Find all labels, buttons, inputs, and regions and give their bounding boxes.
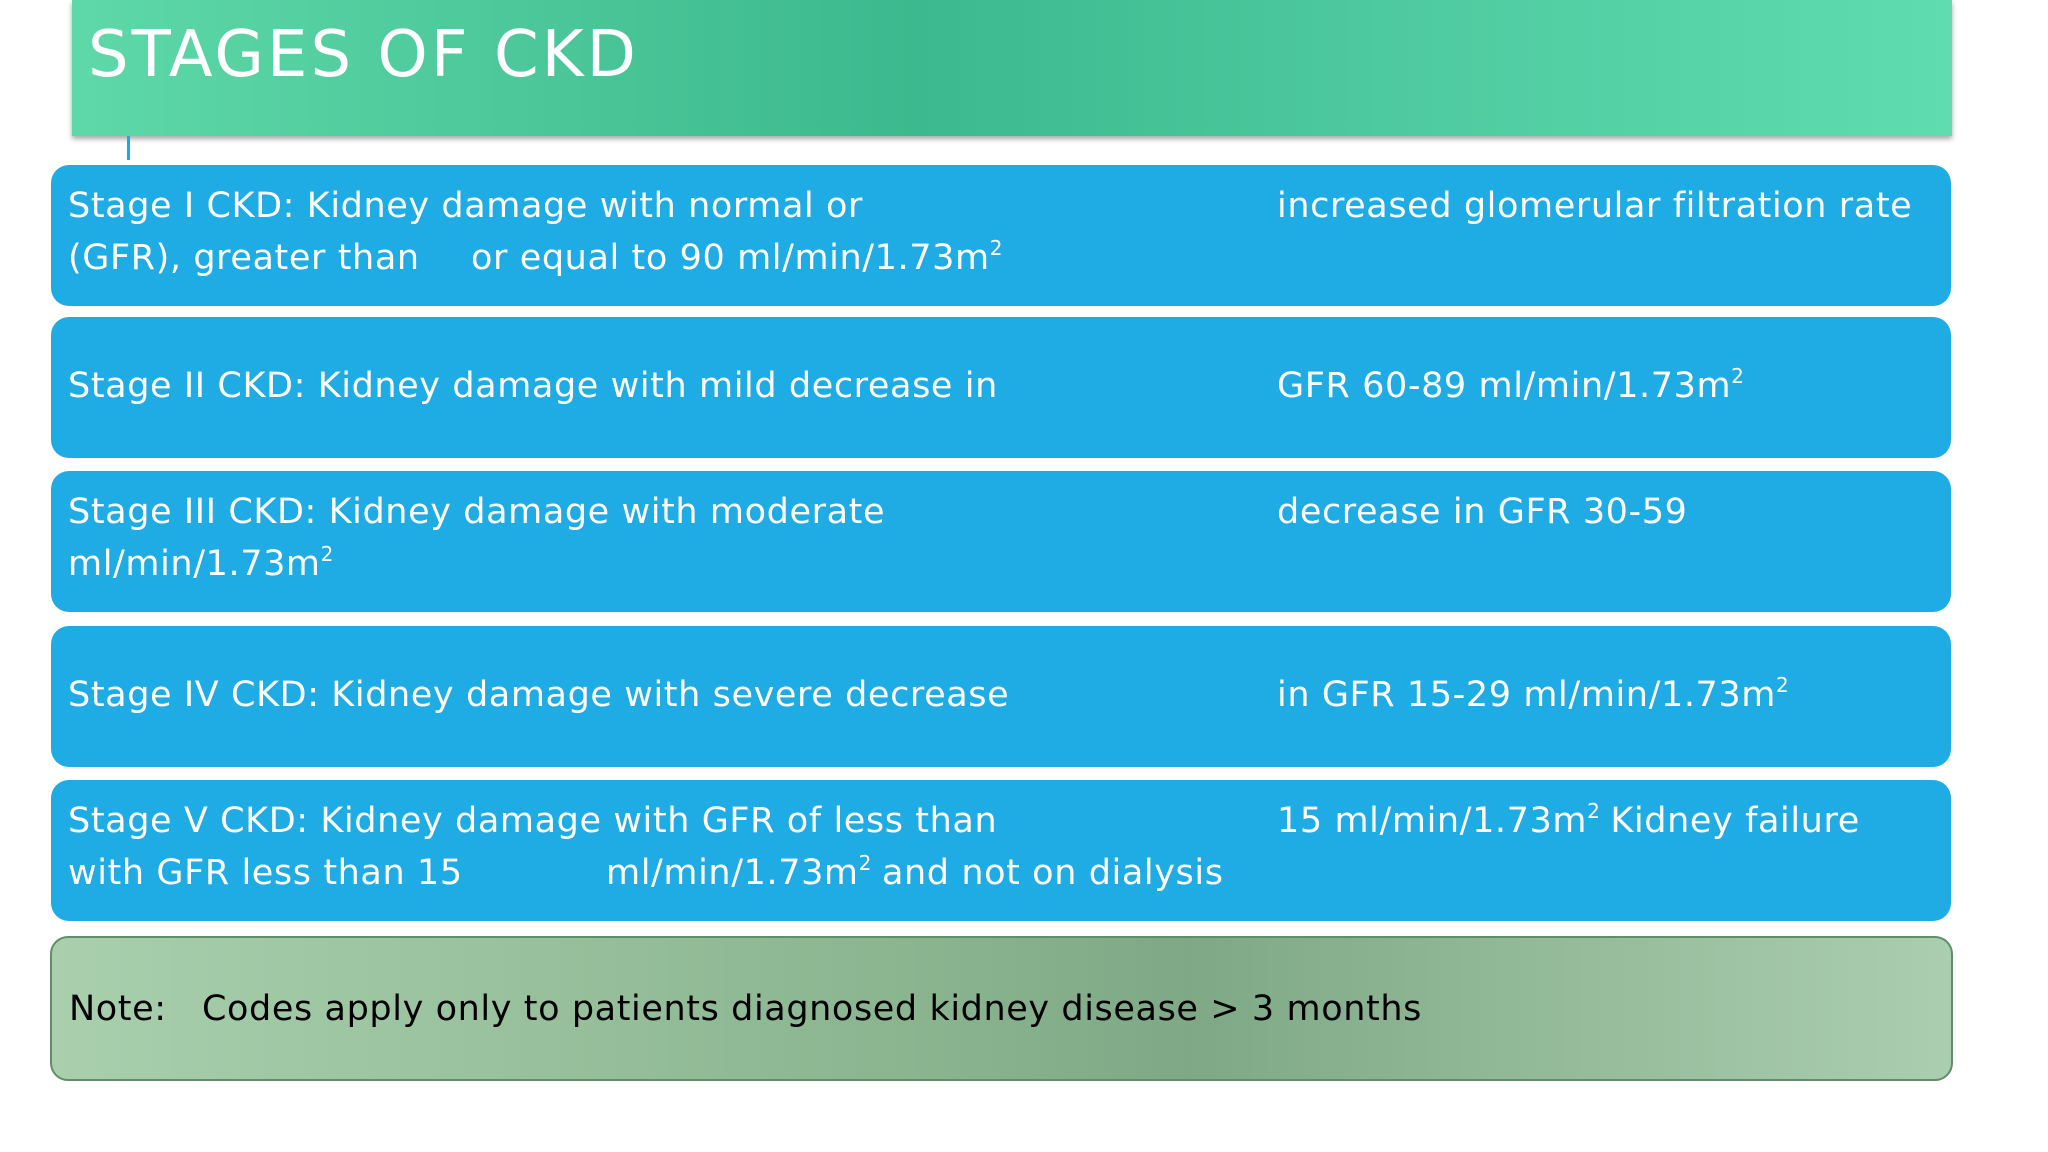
stage-box: Stage V CKD: Kidney damage with GFR of l… [51,780,1951,921]
stage-text: in GFR 15-29 ml/min/1.73m2 [1277,675,1789,715]
stage-text: ml/min/1.73m [606,853,859,893]
stage-text: decrease in GFR 30-59 [1277,492,1688,532]
title-bar: STAGES OF CKD [72,0,1952,136]
title: STAGES OF CKD [88,18,639,92]
stage-text: Stage IV CKD: Kidney damage with severe … [68,675,1010,715]
stage-text: Stage III CKD: Kidney damage with modera… [68,492,886,532]
stage-box: Stage II CKD: Kidney damage with mild de… [51,317,1951,458]
stage-text: increased glomerular filtration rate [1277,186,1913,226]
stage-box: Stage I CKD: Kidney damage with normal o… [51,165,1951,306]
decoration [127,136,130,160]
stage-text: ml/min/1.73m2 and not on dialysis [606,853,1224,893]
note-box: Note: Codes apply only to patients diagn… [50,936,1953,1081]
stage-text: and not on dialysis [881,853,1224,893]
superscript: 2 [989,236,1004,260]
superscript: 2 [320,542,334,566]
stage-text: (GFR), greater than [68,238,420,278]
superscript: 2 [1731,364,1745,388]
stage-text: GFR 60-89 ml/min/1.73m [1277,366,1732,406]
stage-text: Stage I CKD: Kidney damage with normal o… [68,186,864,226]
stage-text: or equal to 90 ml/min/1.73m2 [471,238,1003,278]
stage-text: 15 ml/min/1.73m [1277,801,1588,841]
superscript: 2 [858,851,872,875]
superscript: 2 [1775,673,1790,697]
stage-box: Stage IV CKD: Kidney damage with severe … [51,626,1951,767]
stage-text: Stage II CKD: Kidney damage with mild de… [68,366,998,406]
stage-box: Stage III CKD: Kidney damage with modera… [51,471,1951,612]
note-text: Codes apply only to patients diagnosed k… [202,989,1422,1029]
stage-text: 15 ml/min/1.73m2 Kidney failure [1277,801,1860,841]
superscript: 2 [1587,799,1601,823]
stage-text: or equal to 90 ml/min/1.73m [471,238,990,278]
stage-text: Kidney failure [1610,801,1860,841]
stage-text: in GFR 15-29 ml/min/1.73m [1277,675,1776,715]
stage-text: ml/min/1.73m2 [68,544,334,584]
stage-text: ml/min/1.73m [68,544,321,584]
stage-text: GFR 60-89 ml/min/1.73m2 [1277,366,1744,406]
stage-text: Stage V CKD: Kidney damage with GFR of l… [68,801,998,841]
note-label: Note: [69,989,167,1029]
stage-text: with GFR less than 15 [68,853,463,893]
